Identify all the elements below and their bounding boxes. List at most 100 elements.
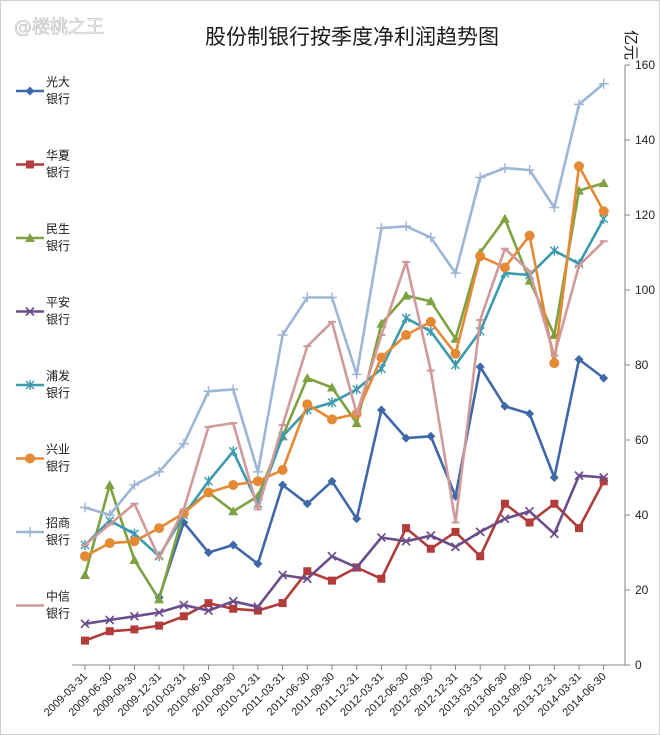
data-point [401, 330, 412, 340]
series-layer [80, 78, 609, 645]
data-point [352, 384, 362, 395]
data-point [402, 524, 411, 533]
data-point [204, 599, 213, 608]
legend-label: 银行 [46, 607, 70, 621]
data-point [426, 544, 435, 553]
data-point [327, 382, 337, 392]
series-0 [154, 354, 609, 602]
data-point [277, 330, 288, 340]
data-point [228, 446, 238, 457]
data-point [499, 163, 510, 174]
legend-label: 招商 [46, 515, 70, 530]
data-point [253, 602, 263, 612]
legend-label: 兴业 [46, 443, 70, 457]
data-point [574, 471, 584, 481]
data-point [475, 251, 486, 262]
data-point [327, 414, 337, 425]
data-point [203, 386, 214, 397]
data-point [327, 292, 337, 303]
data-point [327, 476, 337, 486]
data-point [425, 232, 436, 243]
data-point [451, 527, 460, 536]
data-point [327, 551, 337, 561]
data-point [499, 213, 510, 223]
series-line [84, 165, 605, 558]
data-point [500, 401, 510, 411]
data-point [377, 574, 386, 583]
data-point [574, 161, 584, 172]
data-point [525, 506, 535, 516]
data-point [598, 78, 609, 89]
data-point [450, 542, 461, 552]
data-point [550, 499, 559, 508]
data-point [104, 510, 115, 520]
data-point [425, 316, 436, 327]
data-point [154, 594, 165, 604]
data-point [499, 262, 510, 273]
series-line [84, 474, 604, 626]
legend-label: 银行 [46, 92, 70, 106]
legend-label: 中信 [46, 589, 70, 604]
data-point [154, 607, 164, 618]
data-point [104, 480, 115, 489]
legend-swatch-marker [25, 306, 35, 317]
series-5 [80, 161, 609, 562]
data-point [451, 360, 460, 370]
data-point [524, 230, 535, 241]
data-point [352, 562, 362, 573]
legend-label: 民生 [46, 222, 70, 236]
data-point [401, 290, 412, 300]
legend-label: 平安 [46, 295, 70, 310]
data-point [376, 532, 386, 543]
data-point [549, 358, 560, 369]
series-3 [80, 471, 609, 629]
data-point [105, 627, 114, 636]
data-point [179, 612, 188, 621]
watermark: @楼桃之王 [14, 17, 104, 38]
data-point [476, 552, 485, 561]
data-point [80, 551, 90, 562]
series-line [84, 480, 605, 642]
data-point [80, 570, 90, 579]
data-point [500, 514, 510, 524]
data-point [575, 524, 583, 533]
data-point [228, 384, 239, 395]
data-point [450, 268, 461, 279]
series-line [84, 240, 605, 560]
data-point [302, 574, 312, 584]
data-point [450, 348, 461, 359]
data-point [253, 559, 263, 569]
data-point [253, 606, 262, 615]
data-point [525, 409, 535, 419]
data-point [574, 354, 584, 364]
data-point [302, 292, 313, 303]
data-point [549, 529, 559, 539]
legend-label: 银行 [46, 239, 70, 253]
data-point [425, 296, 436, 306]
data-point [155, 621, 164, 630]
data-point [500, 499, 509, 508]
data-point [376, 352, 387, 363]
data-point [204, 476, 213, 487]
chart-title: 股份制银行按季度净利润趋势图 [205, 25, 499, 49]
data-point [278, 480, 288, 490]
data-point [401, 433, 411, 443]
data-point [401, 536, 411, 546]
data-point [302, 373, 313, 383]
y-tick-label: 140 [635, 133, 655, 147]
data-point [426, 531, 436, 541]
y-tick-label: 60 [635, 433, 649, 447]
data-point [80, 502, 90, 513]
legend-label: 银行 [46, 386, 70, 400]
legend-label: 浦发 [46, 368, 70, 383]
data-point [228, 540, 238, 550]
legend-swatch-marker [25, 453, 35, 464]
data-point [277, 465, 288, 475]
series-6 [80, 78, 609, 520]
